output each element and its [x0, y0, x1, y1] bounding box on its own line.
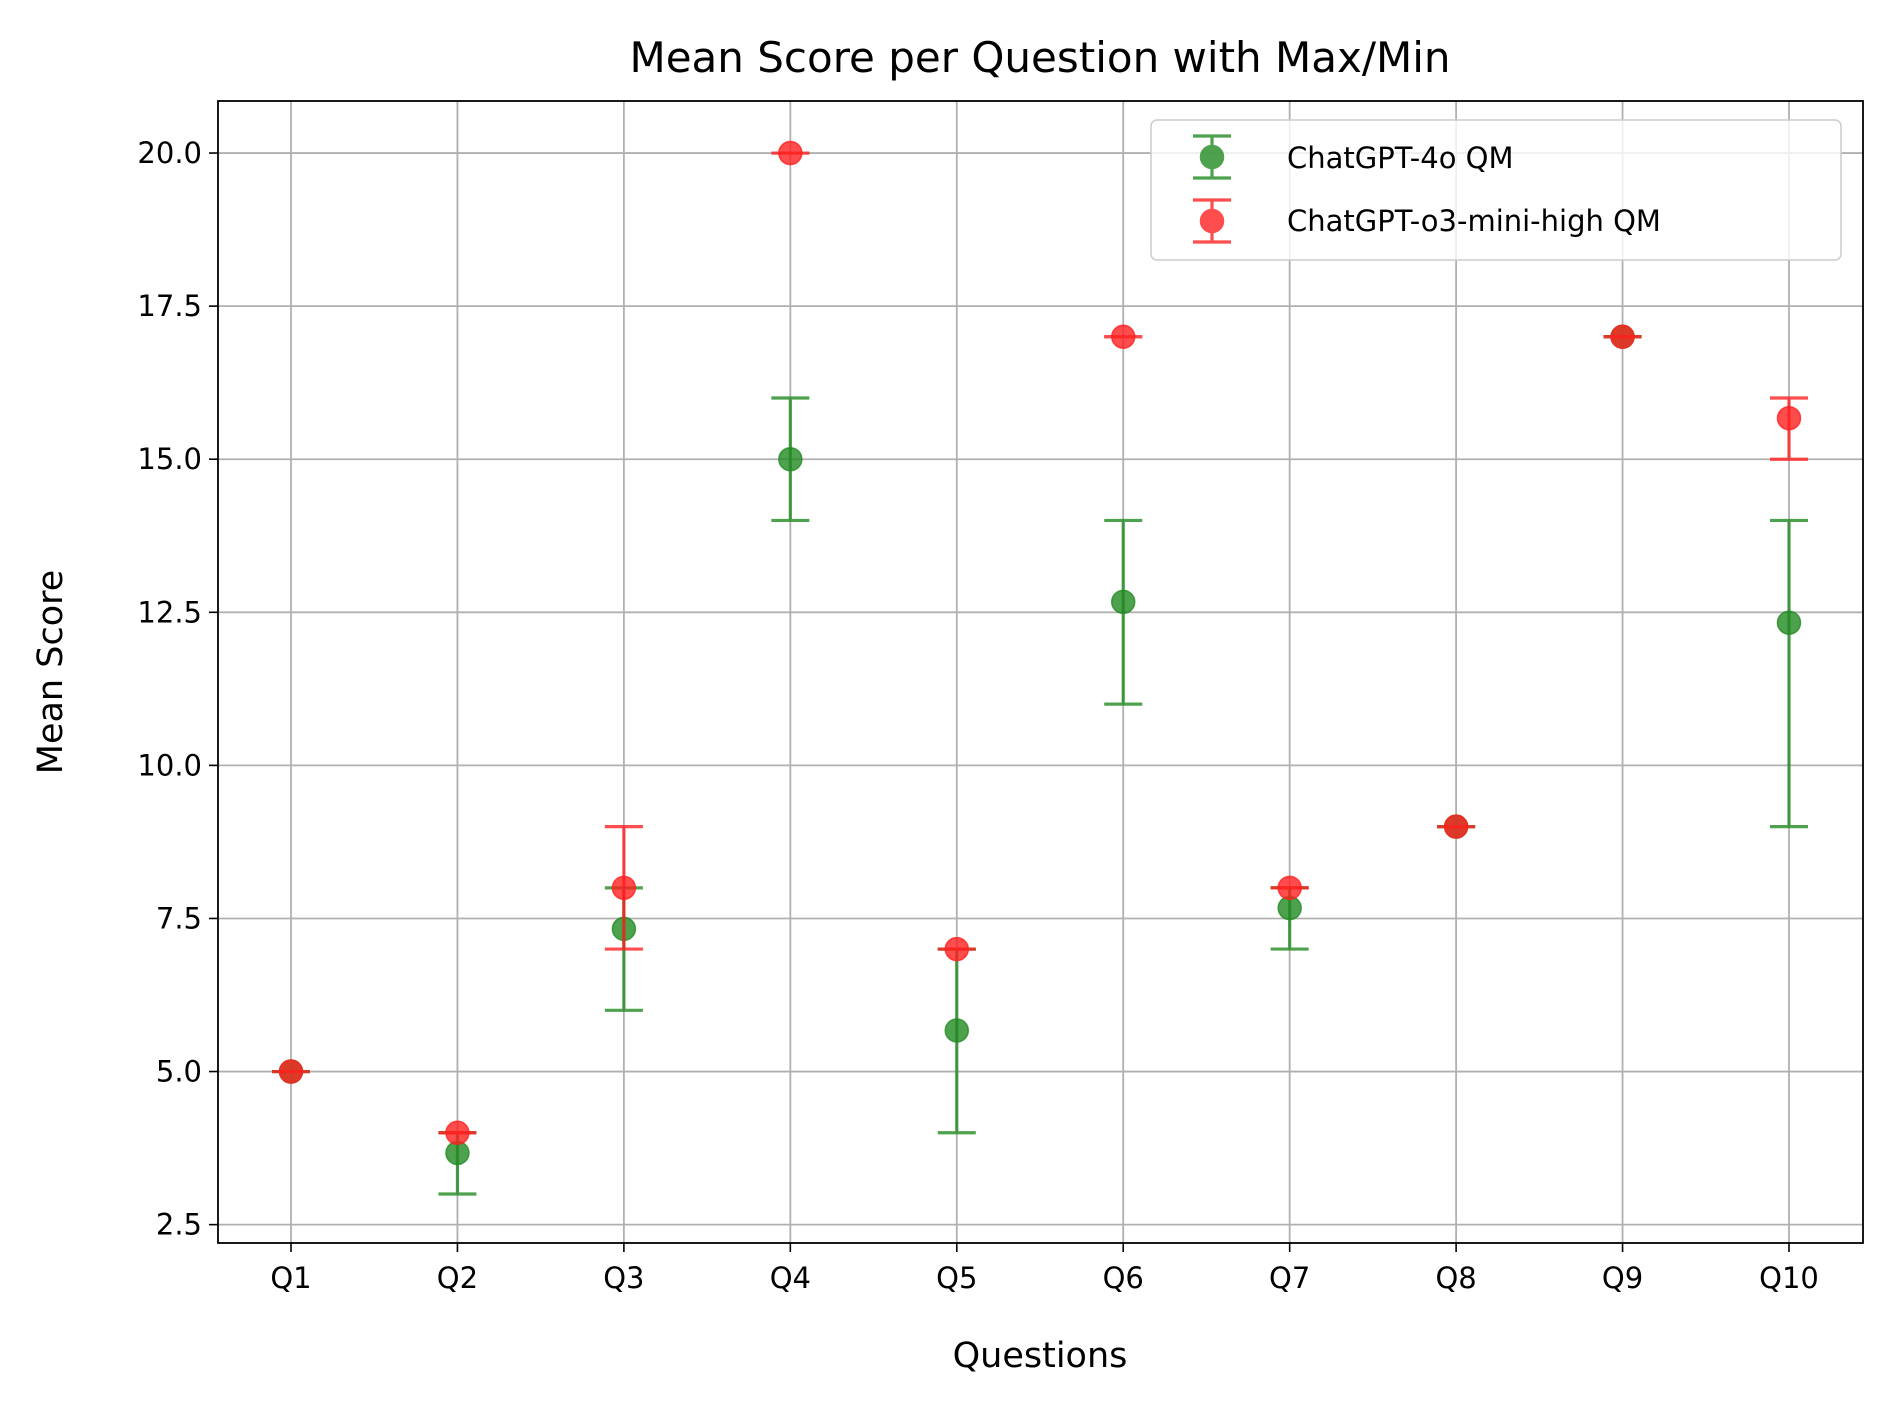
legend-label-series-2: ChatGPT-o3-mini-high QM [1287, 204, 1661, 238]
data-point [1443, 814, 1469, 839]
series-2 [272, 140, 1808, 1146]
data-point [1776, 405, 1802, 431]
data-point [1277, 875, 1302, 901]
legend-box [1150, 119, 1842, 261]
x-tick-label: Q7 [1269, 1261, 1310, 1295]
data-point [778, 140, 803, 166]
x-tick-label: Q3 [603, 1261, 644, 1295]
x-tick-label: Q8 [1435, 1261, 1476, 1295]
error-bar [1770, 518, 1808, 829]
data-point [1610, 324, 1635, 349]
data-point [278, 1059, 304, 1084]
y-tick-label: 15.0 [137, 442, 202, 476]
y-tick-label: 17.5 [137, 289, 202, 323]
legend-marker-dot [1199, 208, 1225, 234]
y-tick-label: 10.0 [137, 748, 202, 782]
y-tick-label: 5.0 [156, 1055, 202, 1089]
data-point [944, 936, 970, 962]
legend-marker-dot [1199, 144, 1225, 170]
legend-label-series-1: ChatGPT-4o QM [1287, 141, 1514, 175]
x-tick-label: Q9 [1602, 1261, 1643, 1295]
x-tick-label: Q1 [270, 1261, 311, 1295]
x-tick-label: Q6 [1103, 1261, 1144, 1295]
x-axis-title: Questions [953, 1336, 1128, 1376]
data-point [611, 875, 637, 901]
x-tick-label: Q4 [770, 1261, 811, 1295]
y-tick-label: 7.5 [156, 901, 202, 935]
data-point [944, 1018, 970, 1043]
data-point [778, 446, 803, 472]
data-point [1776, 610, 1802, 635]
y-tick-label: 12.5 [137, 595, 202, 629]
legend-markers [1193, 134, 1231, 244]
chart-title: Mean Score per Question with Max/Min [629, 33, 1450, 82]
data-point [445, 1120, 470, 1146]
x-tick-label: Q10 [1759, 1261, 1819, 1295]
legend-marker-series-1 [1193, 134, 1231, 180]
data-point [1110, 324, 1136, 349]
legend: ChatGPT-4o QM ChatGPT-o3-mini-high QM [1150, 119, 1842, 261]
x-tick-label: Q5 [936, 1261, 977, 1295]
legend-marker-series-2 [1193, 198, 1231, 244]
plot-frame [217, 100, 1864, 1244]
y-axis-title: Mean Score [31, 570, 71, 775]
ticks: Q1 Q2 Q3 Q4 Q5 Q6 Q7 Q8 Q9 Q10 2.5 5.0 7.5 10.0 12.5 15… [137, 136, 1818, 1295]
x-tick-label: Q2 [437, 1261, 478, 1295]
y-tick-label: 2.5 [156, 1208, 202, 1242]
series-layer [272, 140, 1808, 1196]
y-tick-label: 20.0 [137, 136, 202, 170]
data-point [1110, 589, 1136, 615]
